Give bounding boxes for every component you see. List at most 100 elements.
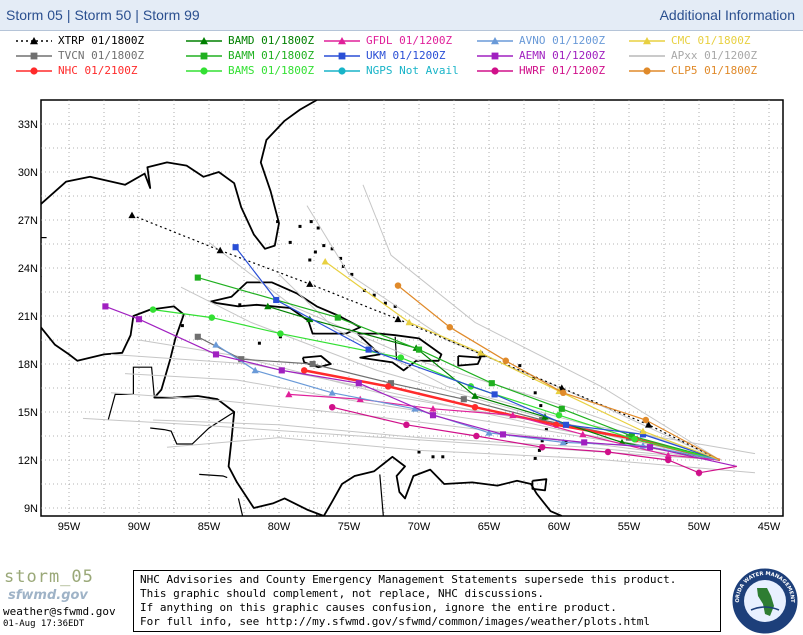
logo-text: sfwmd.gov — [8, 588, 88, 603]
legend-swatch — [477, 52, 513, 60]
track-gfdl — [285, 390, 721, 461]
latitude-label: 9N — [24, 503, 38, 515]
track-point — [135, 316, 143, 323]
island — [383, 301, 387, 305]
coastline — [457, 355, 482, 367]
longitude-label: 90W — [128, 521, 151, 533]
track-aemn — [102, 303, 737, 467]
latitude-label: 24N — [18, 263, 38, 275]
island — [276, 220, 280, 224]
track-point — [149, 306, 157, 313]
legend-label: HWRF 01/1200Z — [519, 64, 606, 77]
legend-marker — [200, 67, 208, 75]
track-point — [387, 380, 395, 387]
track-line — [324, 261, 721, 461]
track-point — [509, 411, 517, 419]
track-line — [397, 285, 721, 461]
track-point — [264, 302, 272, 310]
island — [308, 258, 312, 262]
legend-swatch — [324, 52, 360, 60]
legend-swatch — [324, 67, 360, 75]
track-point — [300, 367, 308, 374]
disclaimer-line: If anything on this graphic causes confu… — [140, 601, 617, 614]
island — [540, 439, 544, 443]
longitude-label: 60W — [548, 521, 571, 533]
legend-label: UKM 01/1200Z — [366, 49, 446, 62]
track-point — [477, 349, 485, 356]
coastline — [41, 100, 318, 250]
island — [313, 250, 317, 254]
additional-information-link[interactable]: Additional Information — [659, 7, 795, 23]
legend-marker — [491, 37, 499, 45]
legend-marker — [30, 37, 38, 45]
storm-link-99[interactable]: Storm 99 — [142, 7, 200, 23]
latitude-label: 12N — [18, 455, 38, 467]
latitude-label: 21N — [18, 311, 38, 323]
track-point — [321, 258, 329, 265]
track-bams — [149, 306, 721, 461]
track-point — [365, 346, 372, 353]
legend-label: AEMN 01/1200Z — [519, 49, 606, 62]
island — [288, 240, 292, 244]
island — [180, 324, 184, 328]
legend-marker — [338, 52, 346, 60]
coastline — [356, 332, 443, 372]
country-border — [379, 474, 384, 516]
storm-link-50[interactable]: Storm 50 — [74, 7, 132, 23]
track-point — [394, 282, 402, 289]
track-point — [559, 438, 567, 446]
legend-label: CLP5 01/1800Z — [671, 64, 758, 77]
track-point — [285, 390, 293, 398]
legend-swatch — [16, 37, 52, 45]
track-point — [355, 380, 362, 387]
aid-track — [124, 373, 721, 461]
longitude-label: 45W — [758, 521, 781, 533]
track-point — [208, 314, 216, 321]
contact-email: weather@sfwmd.gov — [3, 605, 116, 618]
country-border — [107, 366, 155, 421]
track-point — [664, 451, 672, 459]
track-point — [328, 403, 336, 411]
longitude-label: 75W — [338, 521, 361, 533]
island — [431, 455, 435, 459]
track-point — [558, 405, 565, 412]
longitude-label: 65W — [478, 521, 501, 533]
track-bamm — [194, 274, 721, 461]
legend-label: BAMS 01/1800Z — [228, 64, 315, 77]
storm-link-05[interactable]: Storm 05 — [6, 7, 63, 23]
island — [518, 364, 522, 368]
legend-swatch — [629, 55, 665, 57]
track-ukm — [232, 244, 721, 461]
track-point — [558, 384, 566, 391]
island — [393, 304, 397, 308]
track-point — [411, 405, 419, 412]
track-point — [488, 380, 495, 387]
track-point — [306, 280, 314, 287]
longitude-label: 80W — [268, 521, 291, 533]
model-legend: XTRP 01/1800Z TVCN 01/1800Z NHC 01/2100Z BA… — [0, 31, 803, 81]
aid-track — [362, 184, 721, 461]
island — [330, 247, 334, 251]
track-map: 95W 90W 85W 80W 75W 70W 65W 60W 55W 50W 45W 33N 30N 2… — [18, 99, 784, 533]
island — [441, 455, 445, 459]
track-point — [328, 389, 336, 396]
track-line — [131, 214, 721, 461]
track-point — [238, 356, 245, 363]
longitude-label: 55W — [618, 521, 641, 533]
track-point — [579, 430, 587, 438]
latitude-label: 30N — [18, 167, 38, 179]
track-point — [485, 429, 493, 436]
issued-timestamp: 01-Aug 17:36EDT — [3, 619, 85, 629]
legend-swatch — [324, 37, 360, 45]
sfwmd-logo: sfwmd.gov — [8, 588, 118, 604]
track-point — [356, 395, 364, 403]
aid-track — [152, 419, 721, 461]
legend-label: BAMD 01/1800Z — [228, 34, 315, 47]
island — [539, 404, 543, 408]
track-point — [604, 448, 612, 456]
track-xtrp — [128, 211, 721, 461]
legend-swatch — [16, 52, 52, 60]
legend-label: APxx 01/1200Z — [671, 49, 758, 62]
track-point — [645, 421, 653, 428]
track-point — [405, 318, 413, 326]
